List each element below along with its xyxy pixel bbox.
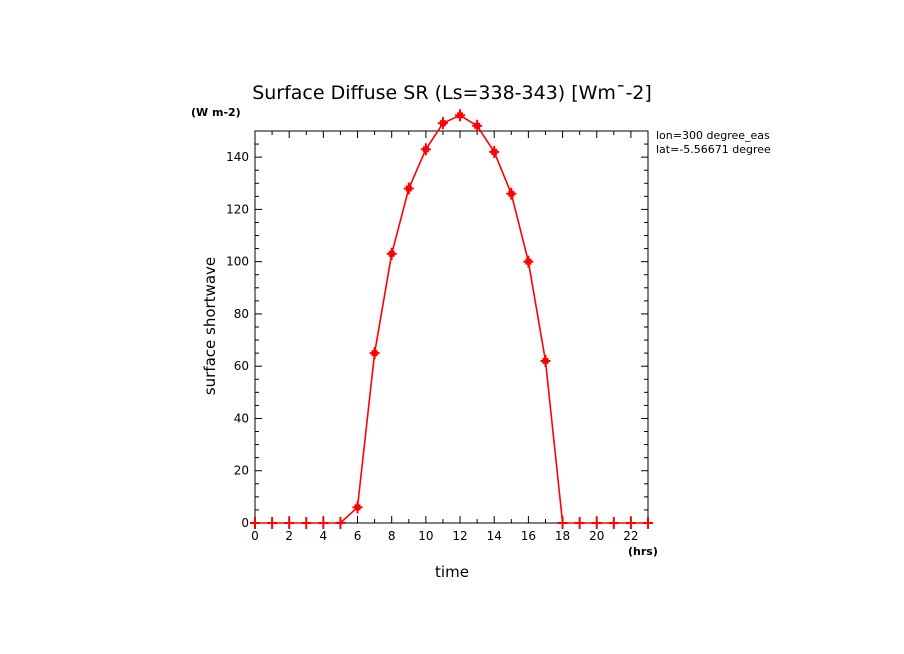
x-tick-label: 10 [418,529,433,543]
data-point [472,119,483,132]
data-point [523,255,534,268]
data-point [574,517,585,529]
y-tick-label: 60 [234,359,249,373]
data-point [369,347,380,360]
data-point [437,117,448,130]
x-tick-label: 6 [354,529,362,543]
x-axis-label: time [435,563,469,581]
data-point-box [354,504,361,511]
data-point-box [405,185,412,192]
axes-layer: 0 2 4 6 8 10 12 14 16 18 20 22 0 20 40 60 80 100 120 140 [226,130,649,543]
data-point-box [491,148,498,155]
x-tick-label: 0 [251,529,259,543]
y-tick-label: 100 [226,255,249,269]
y-tick-label: 120 [226,202,249,216]
x-tick-label: 8 [388,529,396,543]
data-point-box [474,122,481,129]
series-layer [250,109,653,529]
data-point [506,187,517,200]
y-tick-label: 140 [226,150,249,164]
data-point [625,517,636,529]
x-tick-label: 12 [452,529,467,543]
data-point [455,109,466,122]
y-tick-label: 0 [241,516,249,530]
data-point-box [388,250,395,257]
data-point [318,517,329,529]
data-point [267,517,278,529]
data-point-box [508,190,515,197]
x-tick-label: 14 [487,529,502,543]
data-point-box [457,112,464,119]
data-point [489,145,500,158]
plot-frame [254,130,649,524]
data-point [335,517,346,529]
data-point [352,501,363,514]
x-tick-label: 20 [589,529,604,543]
y-axis-label: surface shortwave [201,257,219,395]
annotation-lon: lon=300 degree_eas [656,129,770,142]
data-point [608,517,619,529]
series-line [255,114,648,524]
x-unit-label: (hrs) [628,545,658,558]
data-point-box [422,146,429,153]
data-point-box [542,357,549,364]
x-tick-label: 18 [555,529,570,543]
data-point [284,517,295,529]
data-point-box [525,258,532,265]
x-tick-label: 22 [623,529,638,543]
data-point [301,517,312,529]
data-point-box [439,120,446,127]
data-point [557,517,568,529]
data-point [591,517,602,529]
y-tick-label: 40 [234,411,249,425]
x-tick-label: 2 [285,529,293,543]
data-point [250,517,260,529]
annotation-lat: lat=-5.56671 degree [656,143,771,156]
y-tick-label: 20 [234,464,249,478]
chart-title: Surface Diffuse SR (Ls=338-343) [Wm¯-2] [252,82,652,104]
y-tick-label: 80 [234,307,249,321]
x-tick-label: 16 [521,529,536,543]
data-point [403,182,414,195]
data-point-box [371,350,378,357]
data-point [386,247,397,260]
x-tick-label: 4 [320,529,328,543]
data-point [420,143,431,156]
y-unit-label: (W m-2) [191,106,241,119]
data-point [540,354,551,367]
data-point [643,517,653,529]
